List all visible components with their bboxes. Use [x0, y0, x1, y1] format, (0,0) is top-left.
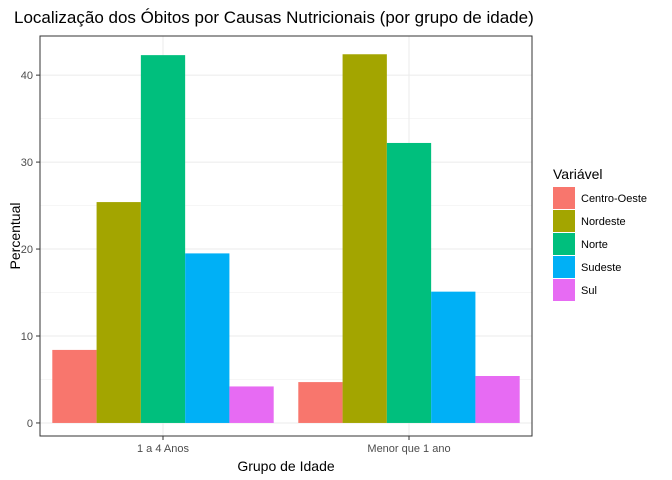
legend-label: Norte	[581, 239, 608, 251]
x-tick-label: Menor que 1 ano	[367, 443, 450, 455]
legend-label: Sul	[581, 285, 597, 297]
y-tick-label: 40	[21, 70, 33, 82]
y-axis-title: Percentual	[7, 203, 23, 270]
x-axis-title: Grupo de Idade	[237, 458, 335, 474]
bar-nordeste	[96, 202, 141, 423]
bar-sudeste	[431, 291, 476, 423]
y-tick-label: 20	[21, 244, 33, 256]
legend-swatch	[553, 210, 575, 232]
y-tick-label: 0	[27, 418, 33, 430]
legend-label: Nordeste	[581, 216, 626, 228]
legend-swatch	[553, 187, 575, 209]
legend: Variável Centro-Oeste Nordeste Norte Sudest…	[553, 166, 647, 301]
bar-sul	[475, 376, 520, 423]
legend-label: Centro-Oeste	[581, 193, 647, 205]
legend-swatch	[553, 279, 575, 301]
bars	[52, 54, 520, 423]
y-axis: 0 10 20 30 40	[21, 70, 40, 430]
bar-nordeste	[342, 54, 387, 423]
plot-border	[39, 35, 533, 437]
legend-label: Sudeste	[581, 262, 621, 274]
bar-centro-oeste	[298, 382, 343, 423]
legend-swatch	[553, 256, 575, 278]
x-tick-label: 1 a 4 Anos	[137, 443, 189, 455]
bar-norte	[386, 142, 432, 423]
x-axis: 1 a 4 Anos Menor que 1 ano	[137, 436, 451, 455]
chart-title: Localização dos Óbitos por Causas Nutric…	[14, 8, 534, 27]
bar-norte	[140, 55, 186, 423]
bar-sudeste	[185, 253, 230, 423]
legend-title: Variável	[553, 166, 603, 182]
y-tick-label: 10	[21, 331, 33, 343]
bar-sul	[229, 386, 274, 423]
bar-centro-oeste	[52, 349, 97, 423]
y-tick-label: 30	[21, 157, 33, 169]
legend-swatch	[553, 233, 575, 255]
